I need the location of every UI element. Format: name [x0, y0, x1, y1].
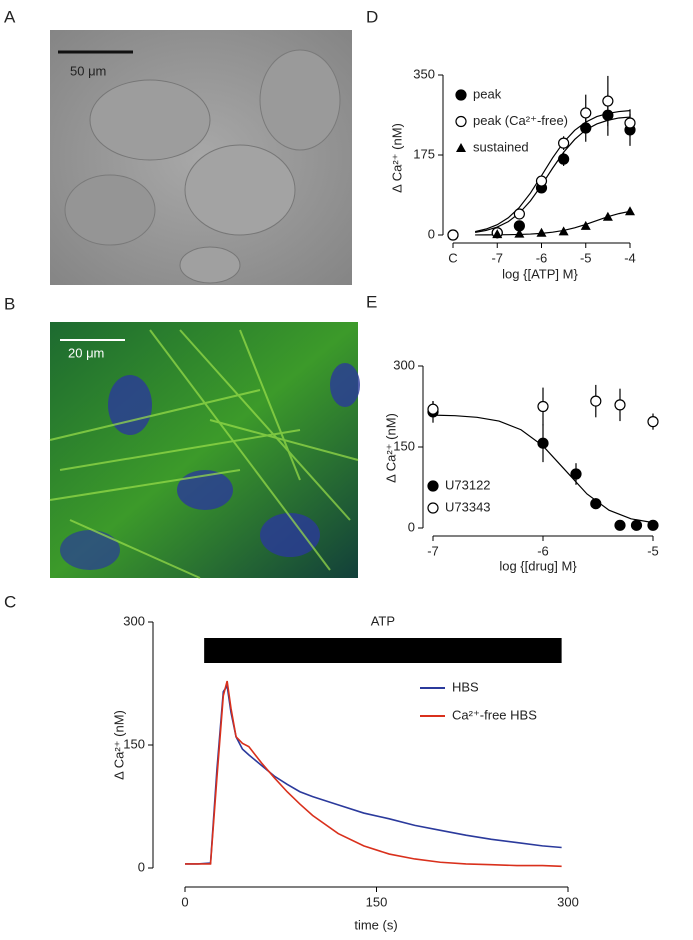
x-tick-label: -4	[624, 250, 636, 265]
point	[630, 519, 643, 531]
legend-label: Ca²⁺-free HBS	[452, 707, 537, 722]
legend-label: HBS	[452, 679, 479, 694]
point	[624, 117, 636, 129]
y-axis-title: Δ Ca²⁺ (nM)	[389, 123, 404, 193]
triangle-point	[558, 226, 569, 236]
y-tick-label: 150	[123, 736, 145, 751]
point	[427, 403, 439, 415]
point	[447, 229, 459, 241]
annotation: ATP	[371, 613, 395, 628]
triangle-point	[492, 229, 503, 239]
legend-label: peak (Ca²⁺-free)	[473, 113, 568, 128]
y-tick-label: 0	[138, 859, 145, 874]
x-tick-label: -6	[536, 250, 548, 265]
point	[558, 137, 570, 149]
y-axis-title: Δ Ca²⁺ (nM)	[111, 710, 126, 780]
x-axis-title: log {[drug] M}	[499, 558, 577, 573]
legend-marker	[455, 89, 467, 101]
legend-label: sustained	[473, 139, 529, 154]
y-tick-label: 350	[413, 66, 435, 81]
y-tick-label: 0	[408, 519, 415, 534]
trace	[185, 683, 562, 865]
y-tick-label: 150	[393, 438, 415, 453]
y-tick-label: 0	[428, 226, 435, 241]
legend-marker	[427, 480, 439, 492]
point	[580, 107, 592, 119]
x-tick-label: -5	[647, 543, 659, 558]
triangle-point	[536, 227, 547, 237]
legend-marker	[427, 502, 439, 514]
point	[590, 395, 602, 407]
point	[537, 400, 549, 413]
triangle-point	[514, 228, 525, 238]
legend-label: U73122	[445, 477, 491, 492]
point	[614, 399, 626, 411]
legend-label: peak	[473, 86, 502, 101]
point	[570, 468, 582, 480]
point	[535, 175, 548, 187]
fit-curve	[475, 116, 631, 233]
x-tick-label: 300	[557, 894, 579, 909]
point	[513, 208, 525, 220]
x-tick-label: -6	[537, 543, 549, 558]
x-tick-label: 150	[366, 894, 388, 909]
panel-label: C	[4, 592, 16, 611]
x-tick-label: -7	[491, 250, 503, 265]
x-axis-title: log {[ATP] M}	[502, 266, 578, 281]
triangle-point	[602, 211, 613, 221]
y-tick-label: 175	[413, 146, 435, 161]
micrograph-a	[50, 30, 352, 285]
triangle-point	[580, 220, 591, 230]
y-tick-label: 300	[393, 357, 415, 372]
micrograph-b	[49, 322, 360, 579]
x-tick-label: C	[448, 250, 457, 265]
panel-label: D	[366, 7, 378, 26]
panel-label: A	[4, 7, 16, 26]
stimulus-bar	[204, 638, 562, 663]
point	[602, 95, 614, 107]
x-axis-title: time (s)	[354, 917, 397, 932]
point	[590, 498, 602, 510]
point	[558, 153, 570, 165]
fit-curve	[474, 110, 631, 233]
y-axis-title: Δ Ca²⁺ (nM)	[383, 413, 398, 483]
trace	[185, 680, 562, 868]
scale-bar-label: 20 μm	[68, 345, 104, 360]
legend-marker	[455, 115, 467, 128]
legend-label: U73343	[445, 499, 491, 514]
scale-bar-label: 50 μm	[70, 63, 106, 78]
legend-marker	[456, 143, 466, 152]
point	[647, 519, 659, 531]
x-tick-label: -7	[427, 543, 439, 558]
point	[537, 437, 549, 449]
x-tick-label: 0	[181, 894, 188, 909]
y-tick-label: 300	[123, 613, 145, 628]
x-tick-label: -5	[580, 250, 592, 265]
point	[614, 519, 626, 531]
point	[647, 416, 659, 428]
panel-label: B	[4, 294, 15, 313]
triangle-point	[625, 206, 635, 216]
panel-label: E	[366, 292, 377, 311]
